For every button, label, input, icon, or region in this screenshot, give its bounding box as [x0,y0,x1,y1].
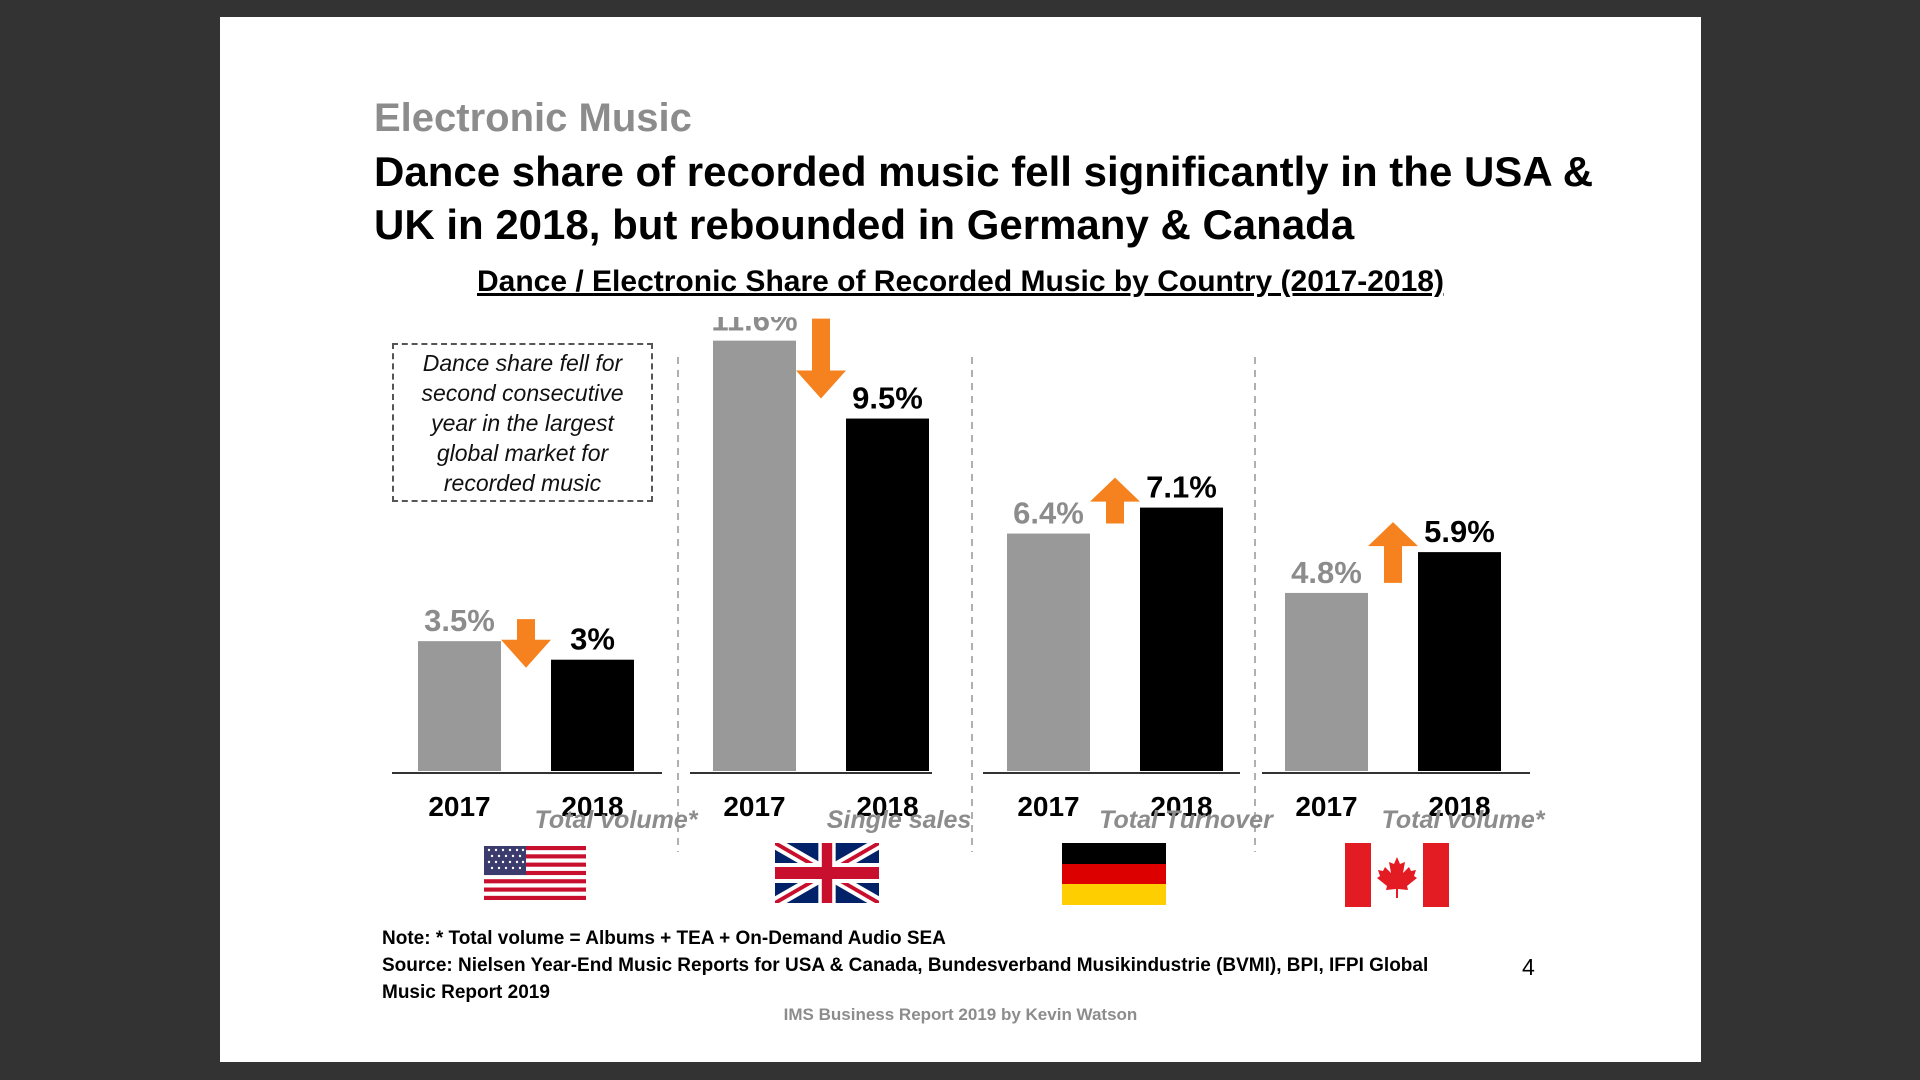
measure-label-canada: Total volume* [1381,806,1545,834]
slide: Electronic Music Dance share of recorded… [220,17,1701,1062]
bar-germany-2017 [1007,533,1090,771]
measure-label-usa: Total volume* [534,806,698,834]
trend-arrow-down-uk [796,318,846,399]
source-text: Source: Nielsen Year-End Music Reports f… [382,955,1429,1003]
slide-headline: Dance share of recorded music fell signi… [374,148,1594,248]
year-label-uk-2018: 2018 [856,791,918,822]
uk-flag-icon [775,843,879,903]
year-label-canada-2017: 2017 [1295,791,1357,822]
bar-chart: 3.5% 2017 3% 2018 11.6% 2017 9.5% 2018 6.4% 2017 7… [392,317,1530,852]
bar-usa-2017 [418,641,501,771]
value-label-usa-2017: 3.5% [424,603,495,638]
notes-block: Note: * Total volume = Albums + TEA + On… [382,925,1432,1006]
trend-arrow-up-germany [1090,477,1140,524]
trend-arrow-down-usa [501,619,551,668]
bar-canada-2017 [1285,592,1368,771]
value-label-germany-2018: 7.1% [1146,470,1217,505]
bar-canada-2018 [1418,552,1501,771]
section-kicker: Electronic Music [374,96,692,140]
footer-credit: IMS Business Report 2019 by Kevin Watson [783,1005,1138,1024]
measure-label-uk: Single sales [826,806,972,834]
value-label-usa-2018: 3% [570,622,615,657]
bar-uk-2018 [846,418,929,771]
callout-box: Dance share fell for second consecutive … [392,343,653,502]
bar-usa-2018 [551,659,634,771]
trend-arrow-up-canada [1368,522,1418,583]
year-label-usa-2018: 2018 [561,791,623,822]
value-label-uk-2018: 9.5% [852,381,923,416]
year-label-germany-2018: 2018 [1150,791,1212,822]
canada-flag-icon [1345,843,1449,907]
value-label-canada-2017: 4.8% [1291,555,1362,590]
year-label-canada-2018: 2018 [1428,791,1490,822]
year-label-uk-2017: 2017 [723,791,785,822]
measure-label-germany: Total Turnover [1099,806,1273,834]
page-number: 4 [1522,954,1535,980]
bar-germany-2018 [1140,507,1223,771]
year-label-usa-2017: 2017 [428,791,490,822]
note-text: Note: * Total volume = Albums + TEA + On… [382,928,946,949]
bar-uk-2017 [713,340,796,771]
value-label-germany-2017: 6.4% [1013,496,1084,531]
chart-title: Dance / Electronic Share of Recorded Mus… [477,265,1444,298]
usa-flag-icon [484,846,586,900]
year-label-germany-2017: 2017 [1017,791,1079,822]
value-label-uk-2017: 11.6% [711,317,797,338]
value-label-canada-2018: 5.9% [1424,514,1495,549]
germany-flag-icon [1062,843,1166,905]
